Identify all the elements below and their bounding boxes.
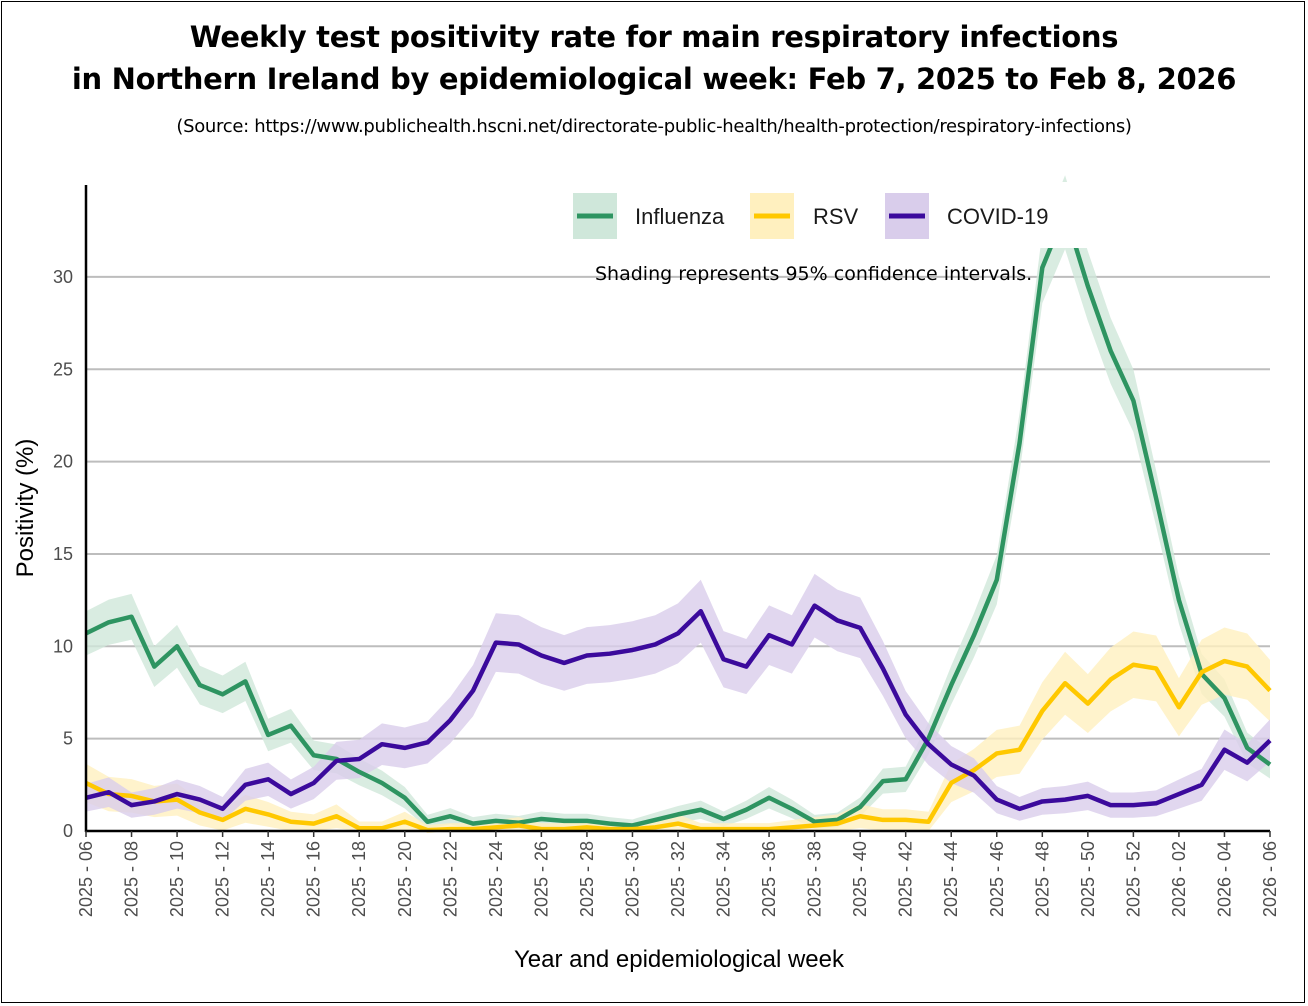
x-axis-label: Year and epidemiological week [514, 946, 845, 973]
y-tick-label: 15 [53, 544, 73, 564]
x-tick-label: 2025 - 16 [304, 841, 324, 917]
x-tick-label: 2025 - 36 [759, 841, 779, 917]
x-tick-label: 2025 - 32 [668, 841, 688, 917]
source-note: (Source: https://www.publichealth.hscni.… [176, 116, 1132, 137]
y-tick-label: 5 [63, 729, 73, 749]
x-tick-label: 2025 - 50 [1078, 841, 1098, 917]
x-tick-label: 2025 - 22 [440, 841, 460, 917]
x-tick-label: 2025 - 24 [486, 841, 506, 917]
legend-label-covid-19: COVID-19 [947, 204, 1048, 229]
x-tick-label: 2025 - 10 [167, 841, 187, 917]
x-tick-label: 2025 - 14 [258, 841, 278, 917]
x-tick-label: 2025 - 42 [896, 841, 916, 917]
ci-band-covid-19 [86, 573, 1270, 821]
x-tick-label: 2025 - 26 [531, 841, 551, 917]
x-tick-label: 2025 - 52 [1123, 841, 1143, 917]
x-tick-label: 2025 - 44 [941, 841, 961, 917]
x-tick-label: 2025 - 40 [850, 841, 870, 917]
y-tick-label: 25 [53, 359, 73, 379]
x-tick-label: 2025 - 08 [122, 841, 142, 917]
y-tick-label: 30 [53, 267, 73, 287]
legend-label-influenza: Influenza [635, 204, 725, 229]
legend-background [558, 182, 1094, 248]
x-tick-label: 2025 - 34 [714, 841, 734, 917]
chart-title-line-1: Weekly test positivity rate for main res… [189, 20, 1119, 54]
x-tick-label: 2025 - 06 [76, 841, 96, 917]
x-tick-label: 2025 - 18 [349, 841, 369, 917]
y-tick-label: 0 [63, 821, 73, 841]
x-tick-label: 2025 - 38 [805, 841, 825, 917]
chart-title-line-2: in Northern Ireland by epidemiological w… [71, 62, 1237, 96]
y-tick-label: 10 [53, 636, 73, 656]
x-tick-label: 2026 - 06 [1260, 841, 1280, 917]
legend-label-rsv: RSV [813, 204, 859, 229]
x-tick-label: 2025 - 30 [622, 841, 642, 917]
x-tick-label: 2025 - 28 [577, 841, 597, 917]
ci-annotation: Shading represents 95% confidence interv… [595, 263, 1032, 285]
series-line-rsv [85, 658, 1272, 833]
x-tick-label: 2025 - 12 [213, 841, 233, 917]
y-tick-label: 20 [53, 452, 73, 472]
x-tick-label: 2025 - 46 [987, 841, 1007, 917]
x-tick-label: 2026 - 02 [1169, 841, 1189, 917]
x-tick-label: 2025 - 20 [395, 841, 415, 917]
series-line-covid-19 [85, 603, 1272, 812]
x-tick-label: 2026 - 04 [1214, 841, 1234, 917]
x-tick-label: 2025 - 48 [1032, 841, 1052, 917]
legend: Influenza RSV COVID-19 [558, 182, 1094, 248]
y-axis-label: Positivity (%) [12, 439, 39, 578]
